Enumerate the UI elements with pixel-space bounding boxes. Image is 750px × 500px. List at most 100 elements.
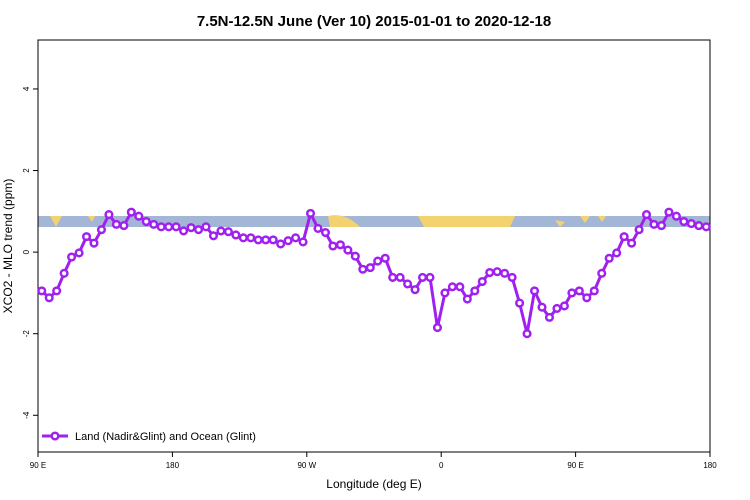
point	[253, 235, 263, 245]
x-tick-label: 90 E	[567, 461, 583, 470]
point	[111, 219, 121, 229]
y-tick-label: -2	[22, 330, 31, 338]
point	[395, 272, 405, 282]
point	[522, 329, 532, 339]
point	[59, 268, 69, 278]
point	[388, 272, 398, 282]
point	[656, 221, 667, 231]
map-strip	[38, 215, 710, 227]
point	[477, 276, 487, 287]
point	[462, 294, 472, 304]
y-tick-label: 4	[22, 86, 31, 91]
point	[515, 298, 525, 308]
point	[67, 252, 77, 262]
point	[604, 253, 614, 263]
point	[612, 248, 622, 258]
point	[328, 241, 338, 251]
point	[74, 248, 84, 258]
point	[149, 219, 159, 229]
ocean-strip	[38, 216, 710, 227]
point	[440, 288, 450, 298]
point	[104, 210, 114, 220]
point	[156, 222, 166, 232]
point	[193, 225, 204, 235]
point	[37, 286, 47, 296]
point	[694, 221, 704, 231]
point	[305, 208, 316, 218]
point	[81, 232, 92, 242]
point	[179, 226, 189, 236]
land-strip	[50, 215, 606, 227]
point	[261, 235, 271, 245]
point	[559, 301, 569, 311]
point	[291, 233, 301, 243]
point	[373, 256, 383, 266]
point	[417, 272, 428, 282]
x-tick-label: 0	[439, 461, 444, 470]
point	[641, 210, 652, 220]
point	[89, 238, 99, 248]
point	[403, 279, 413, 289]
point	[231, 230, 241, 240]
point	[268, 235, 278, 245]
point	[432, 323, 443, 333]
y-tick-label: 2	[22, 168, 31, 173]
point	[186, 223, 196, 233]
point	[552, 303, 562, 313]
point	[701, 222, 711, 232]
point	[500, 268, 510, 278]
point	[589, 286, 599, 296]
point	[597, 268, 607, 278]
point	[671, 211, 681, 221]
point	[164, 222, 174, 232]
point	[201, 222, 211, 232]
series-line	[40, 209, 707, 335]
point	[649, 219, 659, 229]
point	[455, 282, 465, 292]
x-axis-label: Longitude (deg E)	[326, 477, 421, 491]
x-tick-label: 180	[166, 461, 180, 470]
point	[634, 225, 644, 235]
point	[574, 286, 584, 296]
x-tick-label: 90 W	[297, 461, 316, 470]
point	[343, 245, 353, 255]
point	[582, 293, 592, 303]
point	[492, 267, 502, 277]
point	[313, 223, 323, 234]
point	[238, 233, 248, 243]
point	[529, 286, 540, 296]
point	[246, 233, 256, 243]
point	[276, 239, 286, 249]
point	[380, 253, 390, 263]
plot-frame	[37, 39, 711, 453]
point	[664, 207, 674, 217]
legend-point	[50, 431, 60, 441]
point	[298, 237, 308, 247]
chart-title: 7.5N-12.5N June (Ver 10) 2015-01-01 to 2…	[197, 13, 551, 30]
point	[425, 272, 435, 282]
point	[216, 226, 226, 236]
point	[52, 286, 62, 296]
point	[320, 227, 331, 238]
point	[126, 207, 136, 217]
point	[410, 285, 420, 295]
point	[686, 219, 696, 229]
x-tick-label: 180	[703, 461, 717, 470]
point	[619, 232, 629, 242]
point	[485, 267, 495, 278]
point	[447, 282, 457, 292]
point	[627, 238, 637, 248]
y-tick-label: -4	[22, 411, 31, 419]
point	[44, 293, 54, 303]
legend-label: Land (Nadir&Glint) and Ocean (Glint)	[75, 431, 256, 443]
point	[208, 231, 219, 241]
y-axis-label: XCO2 - MLO trend (ppm)	[1, 179, 15, 314]
point	[358, 264, 368, 274]
y-tick-label: 0	[22, 249, 31, 254]
point	[171, 222, 181, 232]
point	[96, 225, 107, 235]
point	[537, 302, 547, 312]
point	[119, 221, 129, 231]
point	[141, 216, 151, 227]
